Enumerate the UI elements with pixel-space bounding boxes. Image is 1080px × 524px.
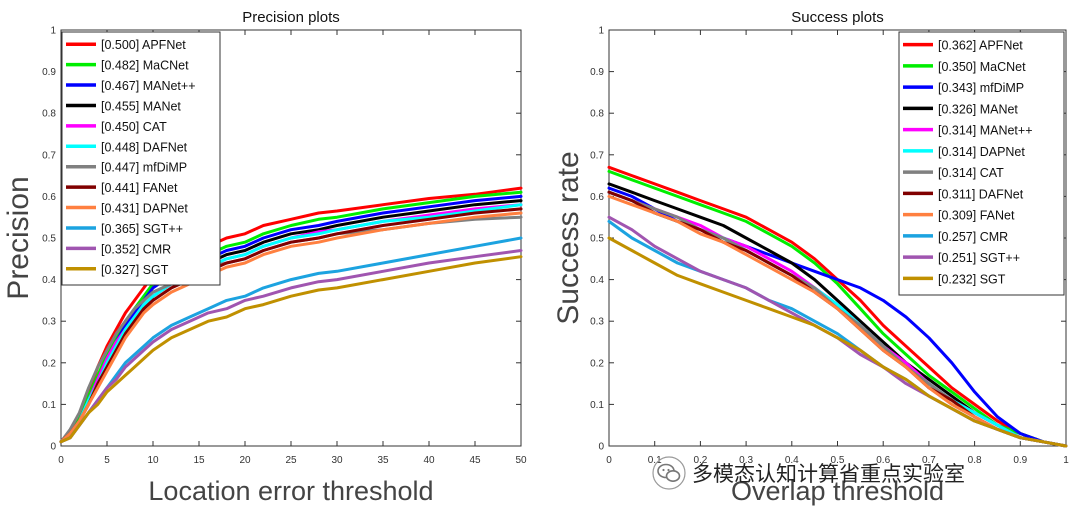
precision-legend-label: [0.450] CAT [101, 120, 167, 134]
success-xtick-label: 0.7 [922, 455, 936, 466]
precision-ylabel: Precision [2, 176, 35, 299]
success-ytick-label: 0.6 [590, 192, 604, 203]
success-xtick-label: 0.3 [739, 455, 753, 466]
precision-series-line-sgt [59, 255, 523, 444]
success-xtick-label: 0.4 [785, 455, 799, 466]
precision-ytick-label: 0.3 [42, 317, 56, 328]
success-legend-label: [0.309] FANet [938, 209, 1015, 223]
precision-ytick-label: 0.4 [42, 275, 56, 286]
precision-series-line-cmr [59, 249, 523, 444]
success-ytick-label: 0.5 [590, 234, 604, 245]
precision-xtick-label: 10 [147, 455, 159, 466]
success-legend-box [898, 31, 1065, 296]
precision-legend-label: [0.441] FANet [101, 181, 178, 195]
watermark: 多模态认知计算省重点实验室 [652, 456, 965, 490]
precision-ytick-label: 0.2 [42, 358, 56, 369]
precision-title: Precision plots [242, 9, 340, 26]
success-legend-label: [0.314] MANet++ [938, 124, 1033, 138]
precision-legend-label: [0.352] CMR [101, 242, 171, 256]
precision-legend-label: [0.482] MaCNet [101, 59, 189, 73]
precision-xtick-label: 40 [423, 455, 435, 466]
precision-ytick-label: 0.9 [42, 67, 56, 78]
precision-legend-label: [0.448] DAFNet [101, 140, 188, 154]
success-legend-label: [0.350] MaCNet [938, 60, 1026, 74]
precision-xtick-label: 15 [193, 455, 205, 466]
wechat-icon [652, 456, 686, 490]
precision-ytick-label: 0.5 [42, 234, 56, 245]
success-xtick-label: 0.9 [1013, 455, 1027, 466]
precision-ytick-label: 0.6 [42, 192, 56, 203]
success-legend-label: [0.314] DAPNet [938, 145, 1025, 159]
success-series-line-sgt [607, 236, 1068, 448]
success-legend-label: [0.232] SGT [938, 272, 1006, 286]
success-ytick-label: 0.8 [590, 109, 604, 120]
success-title: Success plots [791, 9, 884, 26]
success-xtick-label: 1 [1063, 455, 1069, 466]
precision-legend-label: [0.327] SGT [101, 263, 169, 277]
success-xtick-label: 0.6 [876, 455, 890, 466]
success-legend-label: [0.343] mfDiMP [938, 81, 1024, 95]
success-xtick-label: 0 [606, 455, 612, 466]
success-ytick-label: 0.7 [590, 150, 604, 161]
precision-xtick-label: 5 [104, 455, 110, 466]
success-ylabel: Success rate [552, 151, 585, 324]
success-ytick-label: 0.3 [590, 317, 604, 328]
precision-series-line-dapnet [59, 211, 523, 444]
precision-legend-box [61, 31, 221, 286]
success-xtick-label: 0.1 [648, 455, 662, 466]
success-ytick-label: 0.4 [590, 275, 604, 286]
precision-legend-label: [0.467] MANet++ [101, 79, 196, 93]
success-xlabel: Overlap threshold [731, 476, 944, 506]
precision-legend-label: [0.500] APFNet [101, 38, 186, 52]
success-ytick-label: 0.9 [590, 67, 604, 78]
precision-xtick-label: 0 [58, 455, 64, 466]
success-legend-label: [0.326] MANet [938, 102, 1018, 116]
precision-xtick-label: 35 [377, 455, 389, 466]
success-ytick-label: 0 [598, 442, 604, 453]
success-ytick-label: 1 [598, 26, 604, 37]
watermark-text: 多模态认知计算省重点实验室 [692, 462, 965, 486]
precision-ytick-label: 1 [50, 26, 56, 37]
precision-legend-label: [0.365] SGT++ [101, 222, 183, 236]
precision-legend-label: [0.447] mfDiMP [101, 161, 187, 175]
success-legend-label: [0.311] DAFNet [938, 187, 1024, 201]
success-xtick-label: 0.5 [831, 455, 845, 466]
success-xtick-label: 0.2 [693, 455, 707, 466]
success-legend-label: [0.314] CAT [938, 166, 1004, 180]
precision-ytick-label: 0.7 [42, 150, 56, 161]
precision-legend-label: [0.455] MANet [101, 99, 181, 113]
success-ytick-label: 0.2 [590, 358, 604, 369]
success-ytick-label: 0.1 [590, 400, 604, 411]
precision-ytick-label: 0.8 [42, 109, 56, 120]
precision-legend-label: [0.431] DAPNet [101, 202, 188, 216]
precision-xtick-label: 25 [285, 455, 297, 466]
success-legend-label: [0.257] CMR [938, 230, 1008, 244]
precision-ytick-label: 0.1 [42, 400, 56, 411]
precision-xtick-label: 50 [515, 455, 527, 466]
success-legend-label: [0.251] SGT++ [938, 251, 1020, 265]
success-legend-label: [0.362] APFNet [938, 39, 1023, 53]
precision-xtick-label: 45 [469, 455, 481, 466]
precision-xtick-label: 20 [239, 455, 251, 466]
success-xtick-label: 0.8 [968, 455, 982, 466]
precision-xtick-label: 30 [331, 455, 343, 466]
precision-ytick-label: 0 [50, 442, 56, 453]
precision-xlabel: Location error threshold [148, 476, 433, 506]
